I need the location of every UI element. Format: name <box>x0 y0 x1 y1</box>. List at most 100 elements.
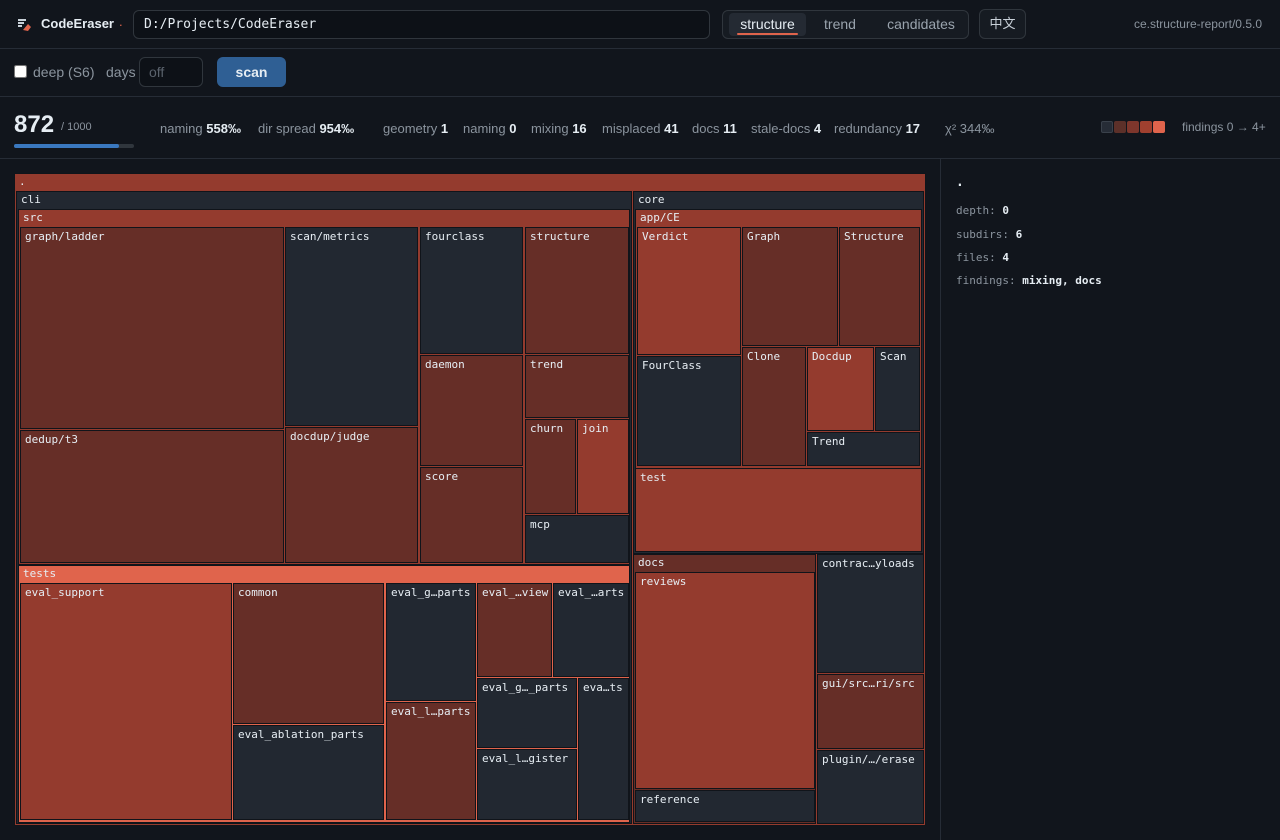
treemap-node-src-9[interactable]: churn <box>525 419 576 514</box>
treemap-node-src-7[interactable]: structure <box>525 227 629 354</box>
treemap-node-tests-5[interactable]: eval_…view <box>477 583 552 677</box>
treemap-node-src-3[interactable]: docdup/judge <box>285 427 418 563</box>
treemap-node-src-5[interactable]: daemon <box>420 355 523 466</box>
tab-structure[interactable]: structure <box>729 13 806 36</box>
treemap-label: . <box>19 175 26 188</box>
detail-title: . <box>956 175 964 190</box>
deep-checkbox[interactable] <box>14 65 27 78</box>
detail-subdirs: subdirs: 6 <box>956 228 1023 241</box>
treemap-label: Clone <box>747 350 781 363</box>
treemap-label: core <box>638 193 665 206</box>
detail-findings: findings: mixing, docs <box>956 274 1102 287</box>
treemap-label: eval_…view <box>482 586 549 599</box>
naming-ratio: naming 558‰ <box>160 121 241 136</box>
treemap-label: Verdict <box>642 230 689 243</box>
treemap-node-app-5[interactable]: Docdup <box>807 347 874 431</box>
active-tab-underline <box>737 33 798 35</box>
legend-swatch-4 <box>1153 121 1165 133</box>
treemap-label: docs <box>638 556 665 569</box>
treemap-label: contrac…yloads <box>822 557 915 570</box>
treemap-node-src-8[interactable]: trend <box>525 355 629 418</box>
count-naming: naming 0 <box>463 121 517 136</box>
language-toggle-button[interactable]: 中文 <box>979 9 1026 39</box>
score-value: 872 <box>14 111 55 138</box>
treemap-node-app-4[interactable]: Clone <box>742 347 806 466</box>
treemap-node-app-0[interactable]: Verdict <box>637 227 741 355</box>
treemap-label: daemon <box>425 358 465 371</box>
treemap-node-tests-6[interactable]: eval_…arts <box>553 583 629 677</box>
treemap-label: eval_support <box>25 586 105 599</box>
treemap-label: Trend <box>812 435 846 448</box>
treemap-label: plugin/…/erase <box>822 753 915 766</box>
tab-trend[interactable]: trend <box>824 16 856 32</box>
treemap-label: score <box>425 470 459 483</box>
structure-treemap: . cli src tests core app/CE docs graph/ladder de… <box>14 173 926 826</box>
treemap-node-app-2[interactable]: Graph <box>742 227 838 346</box>
treemap-node-app-6[interactable]: Scan <box>875 347 920 431</box>
treemap-node-tests-0[interactable]: eval_support <box>20 583 232 820</box>
treemap-node-tests-4[interactable]: eval_l…parts <box>386 702 476 820</box>
treemap-node-docs-0[interactable]: reviews <box>635 572 815 789</box>
treemap-label: scan/metrics <box>290 230 370 243</box>
treemap-label: test <box>640 471 667 484</box>
treemap-node-core-test[interactable]: test <box>635 468 922 552</box>
treemap-label: fourclass <box>425 230 485 243</box>
treemap-node-src-11[interactable]: mcp <box>525 515 629 563</box>
view-tabs: structure trend candidates <box>722 10 969 39</box>
treemap-node-tests-8[interactable]: eval_l…gister <box>477 749 577 820</box>
treemap-label: structure <box>530 230 590 243</box>
treemap-label: gui/src…ri/src <box>822 677 915 690</box>
treemap-node-tests-2[interactable]: eval_ablation_parts <box>233 725 384 820</box>
treemap-node-tests-7[interactable]: eval_g…_parts <box>477 678 577 748</box>
treemap-label: eval_ablation_parts <box>238 728 364 741</box>
treemap-label: cli <box>21 193 41 206</box>
score-max: / 1000 <box>61 121 92 133</box>
treemap-label: FourClass <box>642 359 702 372</box>
treemap-node-other-2[interactable]: plugin/…/erase <box>817 750 924 824</box>
legend-swatch-2 <box>1127 121 1139 133</box>
eraser-logo-icon <box>18 19 31 31</box>
treemap-node-src-2[interactable]: scan/metrics <box>285 227 418 426</box>
treemap-node-src-0[interactable]: graph/ladder <box>20 227 284 429</box>
treemap-label: reviews <box>640 575 687 588</box>
treemap-node-docs-1[interactable]: reference <box>635 790 815 822</box>
treemap-node-other-0[interactable]: contrac…yloads <box>817 554 924 673</box>
treemap-label: common <box>238 586 278 599</box>
treemap-label: app/CE <box>640 211 680 224</box>
treemap-node-src-10[interactable]: join <box>577 419 629 514</box>
treemap-label: Docdup <box>812 350 852 363</box>
treemap-label: Structure <box>844 230 904 243</box>
project-path-input[interactable] <box>133 10 710 39</box>
tab-structure-label: structure <box>740 16 795 32</box>
count-docs: docs 11 <box>692 121 737 136</box>
count-stale-docs: stale-docs 4 <box>751 121 822 136</box>
metrics-bar: 872 / 1000 naming 558‰ dir spread 954‰ g… <box>0 97 1280 159</box>
treemap-node-src-1[interactable]: dedup/t3 <box>20 430 284 563</box>
count-mixing: mixing 16 <box>531 121 587 136</box>
treemap-label: eval_l…parts <box>391 705 471 718</box>
score-progress-bar <box>14 144 134 148</box>
deep-label: deep (S6) <box>33 64 95 80</box>
days-input[interactable] <box>139 57 203 87</box>
treemap-label: Graph <box>747 230 781 243</box>
treemap-node-tests-9[interactable]: eva…ts <box>578 678 629 820</box>
scan-button[interactable]: scan <box>217 57 286 87</box>
treemap-label: eval_l…gister <box>482 752 569 765</box>
treemap-label: eval_g…_parts <box>482 681 569 694</box>
legend-swatch-3 <box>1140 121 1152 133</box>
treemap-node-tests-3[interactable]: eval_g…parts <box>386 583 476 701</box>
chi-square: χ² 344‰ <box>945 121 995 136</box>
count-geometry: geometry 1 <box>383 121 449 136</box>
treemap-node-app-7[interactable]: Trend <box>807 432 920 466</box>
treemap-node-src-6[interactable]: score <box>420 467 523 563</box>
treemap-node-app-1[interactable]: FourClass <box>637 356 741 466</box>
treemap-node-tests-1[interactable]: common <box>233 583 384 724</box>
report-version: ce.structure-report/0.5.0 <box>1133 17 1262 31</box>
treemap-label: join <box>582 422 609 435</box>
tab-candidates[interactable]: candidates <box>887 16 955 32</box>
treemap-node-src-4[interactable]: fourclass <box>420 227 523 354</box>
treemap-node-other-1[interactable]: gui/src…ri/src <box>817 674 924 749</box>
legend-swatch-0 <box>1101 121 1113 133</box>
treemap-node-app-3[interactable]: Structure <box>839 227 920 346</box>
treemap-label: trend <box>530 358 564 371</box>
